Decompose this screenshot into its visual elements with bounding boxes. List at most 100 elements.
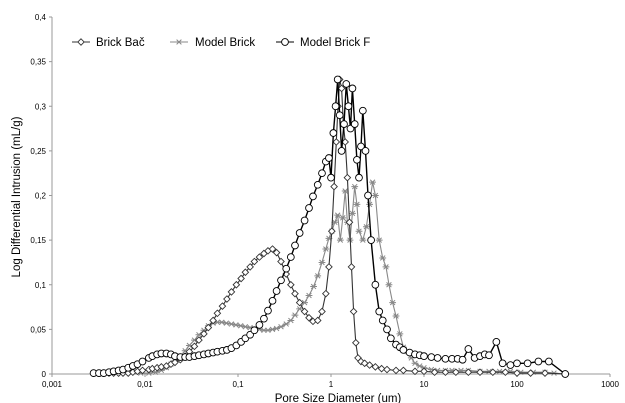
- data-point: [237, 323, 245, 329]
- legend-label: Model Brick F: [300, 37, 370, 49]
- x-tick-label: 1: [329, 380, 334, 389]
- data-point: [336, 237, 344, 243]
- data-point: [318, 307, 326, 316]
- data-point: [309, 192, 317, 201]
- data-point: [433, 354, 442, 362]
- data-point: [322, 289, 330, 298]
- data-point: [241, 323, 249, 330]
- legend-marker: [281, 38, 289, 46]
- data-point: [318, 259, 326, 266]
- data-point: [352, 338, 360, 347]
- data-point: [250, 257, 259, 266]
- data-point: [223, 295, 231, 303]
- data-point: [171, 358, 179, 367]
- plot-area: [89, 75, 570, 378]
- data-point: [282, 321, 290, 327]
- data-point: [341, 188, 349, 194]
- data-point: [378, 316, 387, 325]
- series-1: [137, 179, 569, 377]
- data-point: [349, 307, 358, 316]
- data-point: [232, 280, 241, 289]
- data-point: [441, 354, 450, 363]
- data-point: [385, 281, 393, 288]
- series-line: [93, 79, 566, 375]
- data-point: [411, 360, 419, 367]
- data-point: [379, 255, 387, 261]
- data-point: [458, 355, 467, 364]
- y-tick-label: 0: [42, 370, 47, 379]
- data-point: [371, 280, 380, 289]
- y-tick-label: 0,1: [35, 281, 47, 290]
- data-point: [313, 180, 322, 189]
- data-point: [138, 366, 147, 375]
- data-point: [353, 155, 361, 164]
- legend-marker: [77, 38, 85, 46]
- data-point: [513, 369, 521, 377]
- data-point: [213, 309, 222, 318]
- data-point: [513, 359, 521, 368]
- data-point: [287, 317, 295, 324]
- data-point: [287, 280, 295, 289]
- data-point: [295, 298, 304, 307]
- data-point: [264, 327, 272, 334]
- data-point: [364, 191, 372, 200]
- data-point: [392, 313, 400, 319]
- data-point: [339, 215, 347, 221]
- data-point: [561, 370, 570, 378]
- data-point: [264, 306, 272, 315]
- data-point: [227, 288, 236, 296]
- data-point: [332, 138, 341, 146]
- data-point: [228, 321, 235, 327]
- data-point: [277, 323, 285, 330]
- data-point: [399, 366, 408, 375]
- data-point: [331, 102, 340, 111]
- legend-item: Brick Bač: [72, 37, 145, 49]
- data-point: [246, 263, 254, 271]
- data-point: [371, 192, 379, 199]
- data-point: [325, 263, 333, 271]
- data-point: [359, 237, 367, 243]
- data-point: [327, 227, 336, 236]
- data-point: [314, 273, 322, 279]
- data-point: [305, 204, 313, 212]
- data-point: [399, 346, 408, 354]
- data-point: [337, 84, 346, 93]
- y-tick-label: 0,25: [30, 147, 46, 156]
- data-point: [343, 173, 352, 182]
- x-tick-label: 0,1: [232, 380, 244, 389]
- data-point: [260, 314, 268, 323]
- data-point: [369, 179, 376, 185]
- series-0: [89, 75, 570, 378]
- x-axis-title: Pore Size Diameter (um): [275, 393, 402, 403]
- data-point: [420, 352, 428, 361]
- data-point: [325, 154, 333, 162]
- data-point: [485, 351, 493, 360]
- y-tick-label: 0,3: [35, 102, 47, 111]
- data-point: [250, 326, 259, 335]
- data-point: [386, 334, 395, 343]
- data-point: [383, 365, 391, 374]
- x-tick-label: 0,001: [42, 380, 63, 389]
- data-point: [237, 274, 245, 283]
- data-point: [333, 75, 342, 84]
- data-point: [382, 264, 390, 270]
- x-tick-label: 0,01: [137, 380, 153, 389]
- data-point: [272, 287, 281, 295]
- y-axis-title: Log Differential Intrusion (mL/g): [11, 116, 23, 277]
- data-point: [396, 331, 404, 337]
- x-tick-label: 10: [420, 380, 429, 389]
- data-point: [272, 248, 281, 257]
- data-point: [190, 342, 199, 351]
- data-point: [534, 357, 543, 366]
- data-point: [330, 182, 338, 191]
- legend-label: Model Brick: [195, 37, 255, 49]
- data-point: [464, 368, 473, 377]
- y-tick-label: 0,4: [35, 13, 47, 22]
- data-point: [523, 359, 532, 368]
- data-point: [362, 223, 370, 230]
- data-point: [255, 321, 264, 329]
- data-point: [375, 307, 384, 316]
- data-point: [377, 364, 386, 373]
- data-point: [318, 169, 326, 178]
